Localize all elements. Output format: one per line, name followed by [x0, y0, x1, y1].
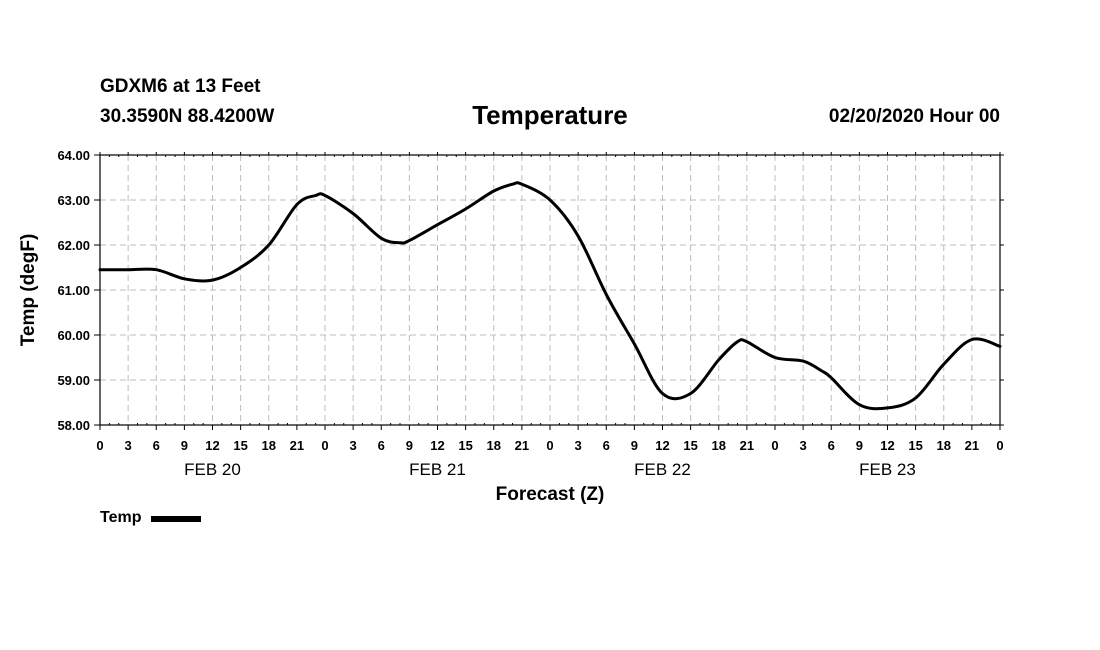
- x-tick-label: 0: [771, 438, 778, 453]
- x-tick-label: 18: [712, 438, 726, 453]
- y-tick-label: 64.00: [57, 148, 90, 163]
- y-tick-label: 59.00: [57, 373, 90, 388]
- y-tick-label: 61.00: [57, 283, 90, 298]
- x-tick-label: 15: [458, 438, 472, 453]
- x-tick-label: 6: [603, 438, 610, 453]
- x-tick-label: 0: [546, 438, 553, 453]
- x-tick-label: 18: [937, 438, 951, 453]
- x-tick-label: 15: [233, 438, 247, 453]
- x-tick-label: 3: [350, 438, 357, 453]
- legend: Temp: [100, 509, 202, 527]
- station-label: GDXM6 at 13 Feet: [100, 76, 261, 97]
- run-timestamp: 02/20/2020 Hour 00: [828, 106, 1000, 127]
- station-coordinates: 30.3590N 88.4200W: [100, 106, 275, 127]
- x-tick-label: 3: [125, 438, 132, 453]
- y-axis-label: Temp (degF): [18, 234, 39, 347]
- legend-label: Temp: [100, 509, 142, 526]
- x-tick-label: 0: [321, 438, 328, 453]
- x-tick-label: 0: [96, 438, 103, 453]
- day-label: FEB 20: [184, 460, 241, 479]
- x-tick-label: 6: [153, 438, 160, 453]
- x-tick-label: 18: [487, 438, 501, 453]
- x-tick-label: 18: [262, 438, 276, 453]
- x-tick-label: 9: [181, 438, 188, 453]
- x-tick-label: 6: [828, 438, 835, 453]
- day-label: FEB 22: [634, 460, 691, 479]
- y-tick-label: 60.00: [57, 328, 90, 343]
- day-label: FEB 21: [409, 460, 466, 479]
- x-tick-label: 12: [430, 438, 444, 453]
- chart-title: Temperature: [472, 100, 628, 130]
- x-tick-label: 15: [683, 438, 697, 453]
- day-label: FEB 23: [859, 460, 916, 479]
- plot-frame: [99, 154, 1001, 426]
- x-tick-label: 0: [996, 438, 1003, 453]
- series-line-temp: [98, 181, 1002, 411]
- x-tick-label: 12: [880, 438, 894, 453]
- y-tick-label: 62.00: [57, 238, 90, 253]
- x-tick-label: 9: [406, 438, 413, 453]
- legend-swatch: [151, 516, 202, 522]
- x-tick-label: 3: [800, 438, 807, 453]
- x-tick-label: 9: [856, 438, 863, 453]
- x-tick-label: 6: [378, 438, 385, 453]
- x-tick-label: 15: [908, 438, 922, 453]
- x-tick-label: 21: [290, 438, 304, 453]
- x-tick-label: 3: [575, 438, 582, 453]
- x-tick-label: 21: [515, 438, 529, 453]
- x-axis-label: Forecast (Z): [496, 484, 605, 505]
- y-tick-label: 63.00: [57, 193, 90, 208]
- y-tick-label: 58.00: [57, 418, 90, 433]
- x-tick-label: 12: [205, 438, 219, 453]
- x-tick-label: 9: [631, 438, 638, 453]
- x-tick-label: 12: [655, 438, 669, 453]
- x-tick-label: 21: [965, 438, 979, 453]
- x-tick-label: 21: [740, 438, 754, 453]
